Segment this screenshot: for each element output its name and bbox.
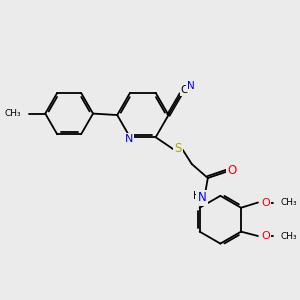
Text: O: O xyxy=(261,197,270,208)
Text: N: N xyxy=(187,81,195,91)
Text: CH₃: CH₃ xyxy=(280,232,297,241)
Text: H: H xyxy=(193,191,200,201)
Text: C: C xyxy=(181,85,188,95)
Text: S: S xyxy=(174,142,182,155)
Text: O: O xyxy=(261,231,270,241)
Text: CH₃: CH₃ xyxy=(5,109,21,118)
Text: O: O xyxy=(227,164,237,177)
Text: CH₃: CH₃ xyxy=(280,198,297,207)
Text: N: N xyxy=(198,191,206,204)
Text: N: N xyxy=(124,134,133,144)
